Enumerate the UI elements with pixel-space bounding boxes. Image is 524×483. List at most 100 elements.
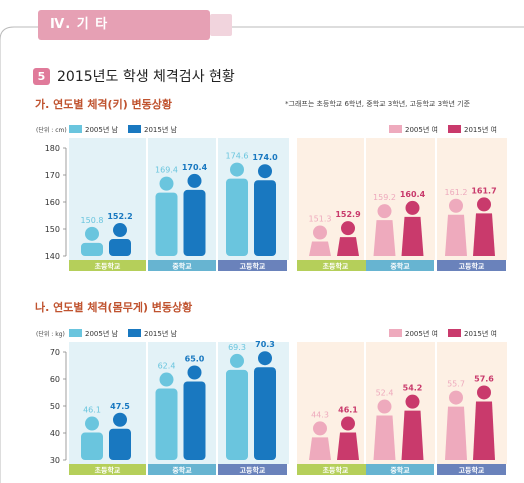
y-tick-label: 170	[45, 171, 60, 180]
category-label: 고등학교	[240, 466, 266, 475]
category-label: 중학교	[172, 466, 192, 475]
girl-figure-head	[341, 416, 355, 431]
boy-figure-body	[81, 432, 103, 460]
boy-value-label: 152.2	[107, 212, 132, 221]
boy-figure	[183, 365, 206, 460]
girl-figure	[309, 225, 331, 256]
boy-figure	[226, 162, 248, 256]
page-title: 2015년도 학생 체격검사 현황	[57, 69, 235, 85]
weight-chart-title: 나. 연도별 체격(몸무게) 변동상황	[35, 301, 193, 314]
boy-figure	[183, 173, 206, 256]
boy-figure	[254, 351, 276, 460]
y-tick-label: 30	[50, 456, 60, 465]
category-bar	[148, 260, 216, 271]
section-badge: Ⅳ. 기 타	[38, 10, 232, 40]
weight-chart: (단위 : kg) 2005년 남 2015년 남 2005년 여 2015년 여 70 6…	[36, 329, 507, 475]
boys-panel	[69, 342, 289, 464]
boy-figure-head	[159, 176, 174, 191]
boy-figure-head	[230, 353, 244, 368]
girl-figure-body	[309, 241, 331, 256]
girl-figure-body	[445, 214, 467, 256]
girl-figure-head	[477, 197, 491, 212]
girl-figure-body	[473, 401, 495, 460]
boy-figure-head	[258, 351, 272, 366]
boy-value-label: 174.6	[226, 152, 249, 161]
girl-figure	[473, 197, 495, 256]
category-bar	[69, 464, 146, 475]
girls-panel	[297, 138, 507, 260]
girl-figure-head	[377, 204, 392, 219]
boy-figure-body	[155, 388, 178, 460]
girl-figure	[373, 399, 396, 460]
boy-figure-head	[113, 223, 127, 238]
girl-figure	[337, 416, 359, 460]
boy-value-label: 62.4	[158, 362, 176, 371]
category-label: 초등학교	[95, 262, 121, 271]
boy-figure-body	[183, 381, 206, 460]
legend-label: 2005년 남	[85, 125, 118, 134]
legend-swatch	[448, 329, 461, 337]
girl-figure-head	[477, 385, 491, 400]
girl-figure	[473, 385, 495, 460]
y-tick-label: 180	[45, 144, 60, 153]
boy-figure	[109, 412, 131, 460]
girl-value-label: 159.2	[373, 193, 396, 202]
girl-value-label: 161.7	[471, 186, 496, 195]
boy-figure-body	[183, 189, 206, 256]
y-tick-label: 150	[45, 225, 60, 234]
y-tick-label: 50	[50, 402, 60, 411]
y-tick-label: 60	[50, 375, 60, 384]
girl-figure-head	[449, 390, 463, 405]
height-chart-title: 가. 연도별 체격(키) 변동상황	[35, 98, 173, 111]
girl-figure-body	[373, 415, 396, 460]
girl-figure	[401, 394, 424, 460]
boy-figure-head	[187, 173, 202, 188]
boy-value-label: 46.1	[83, 406, 101, 415]
category-label: 중학교	[390, 262, 410, 271]
legend-swatch	[389, 329, 402, 337]
legend-label: 2005년 여	[405, 125, 438, 134]
legend-swatch	[128, 125, 141, 133]
girl-value-label: 44.3	[311, 410, 329, 419]
boy-value-label: 169.4	[155, 166, 178, 175]
y-tick-label: 140	[45, 252, 60, 261]
boy-figure-body	[109, 428, 131, 460]
boy-value-label: 170.4	[182, 163, 208, 172]
girl-value-label: 52.4	[376, 389, 394, 398]
height-chart: (단위 : cm) 2005년 남 2015년 남 2005년 여 2015년 여 180…	[36, 125, 507, 271]
boy-figure-body	[254, 367, 276, 460]
boy-figure	[81, 226, 103, 256]
girl-figure-body	[401, 410, 424, 460]
boy-figure	[254, 164, 276, 256]
category-bar	[437, 464, 506, 475]
boy-figure-head	[85, 226, 99, 241]
boy-figure-head	[187, 365, 202, 380]
girl-value-label: 54.2	[403, 384, 423, 393]
category-label: 고등학교	[459, 466, 485, 475]
boy-figure-body	[226, 369, 248, 460]
boy-figure-body	[109, 239, 131, 256]
girl-figure-body	[337, 237, 359, 256]
category-label: 중학교	[390, 466, 410, 475]
girl-figure	[445, 390, 467, 460]
girl-figure	[401, 200, 424, 256]
girl-figure-head	[449, 198, 463, 213]
boy-figure-body	[155, 192, 178, 256]
category-bar	[218, 464, 287, 475]
boy-figure-body	[226, 178, 248, 256]
boy-figure	[155, 176, 178, 256]
girl-figure-head	[405, 394, 420, 409]
category-bar	[148, 464, 216, 475]
girl-figure-body	[401, 216, 424, 256]
boy-value-label: 174.0	[252, 153, 278, 162]
boy-figure	[155, 372, 178, 460]
boy-value-label: 69.3	[228, 343, 246, 352]
girl-value-label: 46.1	[338, 406, 358, 415]
girl-figure-body	[309, 437, 331, 460]
boy-figure-head	[258, 164, 272, 179]
girl-figure	[337, 221, 359, 256]
girl-value-label: 57.6	[474, 374, 494, 383]
boy-value-label: 150.8	[81, 216, 104, 225]
category-label: 고등학교	[459, 262, 485, 271]
category-bar	[366, 464, 434, 475]
